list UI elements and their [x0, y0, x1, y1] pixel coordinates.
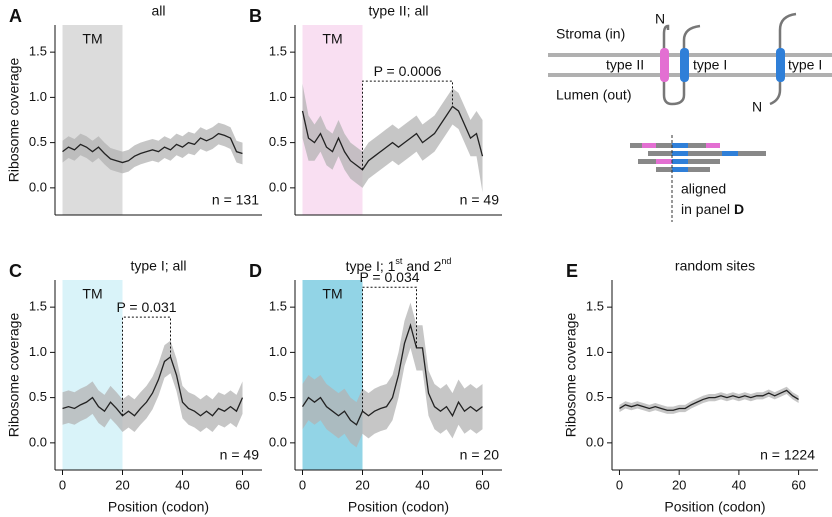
y-tick-label: 0.5	[29, 389, 47, 404]
text: D	[734, 201, 744, 217]
panel-letter: C	[9, 261, 22, 281]
y-tick-label: 0.5	[269, 389, 287, 404]
n-terminus: N	[655, 11, 665, 27]
panel-letter: D	[249, 261, 262, 281]
y-axis-label: Ribosome coverage	[6, 313, 22, 438]
x-axis-label: Position (codon)	[664, 499, 765, 515]
tm-type1	[776, 48, 785, 82]
y-tick-label: 0.0	[29, 434, 47, 449]
y-tick-label: 1.0	[29, 344, 47, 359]
title-part: and 2	[402, 258, 441, 274]
y-tick-label: 0.0	[269, 434, 287, 449]
n-label: n = 49	[220, 447, 260, 463]
tm-region	[62, 280, 123, 470]
coverage-line	[62, 355, 244, 417]
y-axis-label: Ribosome coverage	[6, 58, 22, 183]
x-tick-label: 20	[115, 477, 129, 492]
significance-bracket	[122, 316, 171, 416]
coverage-line	[62, 132, 243, 164]
panel-title: type I; all	[130, 258, 186, 274]
panel-title: random sites	[675, 258, 755, 274]
significance-bracket	[362, 80, 453, 170]
x-tick-label: 60	[475, 477, 489, 492]
confidence-band	[62, 122, 243, 174]
aligned-reads	[630, 135, 766, 222]
panel-letter: E	[566, 261, 578, 281]
tm-region	[302, 25, 363, 215]
title-part: nd	[441, 256, 451, 266]
x-tick-label: 0	[616, 477, 623, 492]
tm-type1	[680, 48, 689, 82]
title-part: type I; 1	[346, 258, 396, 274]
confidence-band	[62, 340, 243, 432]
y-tick-label: 1.0	[269, 344, 287, 359]
confidence-band	[302, 83, 483, 193]
x-tick-label: 60	[235, 477, 249, 492]
x-axis-label: Position (codon)	[108, 499, 209, 515]
x-tick-label: 20	[355, 477, 369, 492]
tm-region	[62, 25, 123, 215]
x-tick-label: 0	[59, 477, 66, 492]
y-tick-label: 0.0	[586, 434, 604, 449]
n-label: n = 20	[460, 447, 500, 463]
p-value: P = 0.0006	[374, 63, 442, 79]
n-label: n = 49	[460, 192, 500, 208]
type2-label: type II	[606, 57, 644, 73]
significance-bracket	[362, 286, 417, 412]
panel-title: all	[151, 3, 165, 19]
panel-title: type I; 1st and 2nd	[346, 256, 452, 273]
y-tick-label: 0.0	[269, 179, 287, 194]
n-label: n = 1224	[760, 447, 815, 463]
text: in panel	[681, 201, 734, 217]
stroma-label: Stroma (in)	[556, 26, 625, 42]
panel-letter: A	[9, 6, 22, 26]
y-tick-label: 1.0	[586, 344, 604, 359]
y-tick-label: 1.5	[269, 44, 287, 59]
tm-label: TM	[82, 31, 102, 47]
type1-label: type I	[693, 57, 727, 73]
tm-label: TM	[322, 286, 342, 302]
x-axis-label: Position (codon)	[348, 499, 449, 515]
x-tick-label: 40	[732, 477, 746, 492]
tm-type2	[660, 48, 669, 82]
x-tick-label: 20	[672, 477, 686, 492]
confidence-band	[302, 302, 483, 448]
coverage-line	[619, 389, 799, 411]
protein-loop	[662, 24, 701, 106]
diagram: Stroma (in) Lumen (out) type II type I t…	[548, 11, 832, 222]
y-tick-label: 1.5	[29, 44, 47, 59]
type1-label: type I	[788, 57, 822, 73]
p-value: P = 0.031	[116, 299, 176, 315]
y-tick-label: 0.0	[29, 179, 47, 194]
x-tick-label: 40	[415, 477, 429, 492]
coverage-line	[301, 322, 483, 426]
p-value: P = 0.034	[359, 269, 419, 285]
panel-title: type II; all	[369, 3, 429, 19]
tm-label: TM	[82, 286, 102, 302]
panel-letter: B	[249, 6, 262, 26]
y-tick-label: 1.0	[29, 89, 47, 104]
x-tick-label: 60	[791, 477, 805, 492]
y-tick-label: 1.5	[269, 299, 287, 314]
x-tick-label: 40	[175, 477, 189, 492]
protein-single	[769, 12, 797, 106]
aligned-label: in panel D	[681, 201, 744, 217]
n-label: n = 131	[212, 192, 259, 208]
y-tick-label: 0.5	[269, 134, 287, 149]
y-tick-label: 1.5	[586, 299, 604, 314]
lumen-label: Lumen (out)	[556, 87, 631, 103]
y-axis-label: Ribosome coverage	[563, 313, 579, 438]
y-tick-label: 0.5	[586, 389, 604, 404]
y-tick-label: 0.5	[29, 134, 47, 149]
aligned-label: aligned	[681, 181, 726, 197]
x-tick-label: 0	[299, 477, 306, 492]
y-tick-label: 1.0	[269, 89, 287, 104]
coverage-line	[301, 105, 484, 171]
n-terminus: N	[752, 99, 762, 115]
y-tick-label: 1.5	[29, 299, 47, 314]
confidence-band	[619, 386, 799, 414]
tm-label: TM	[322, 31, 342, 47]
title-part: st	[395, 256, 403, 266]
